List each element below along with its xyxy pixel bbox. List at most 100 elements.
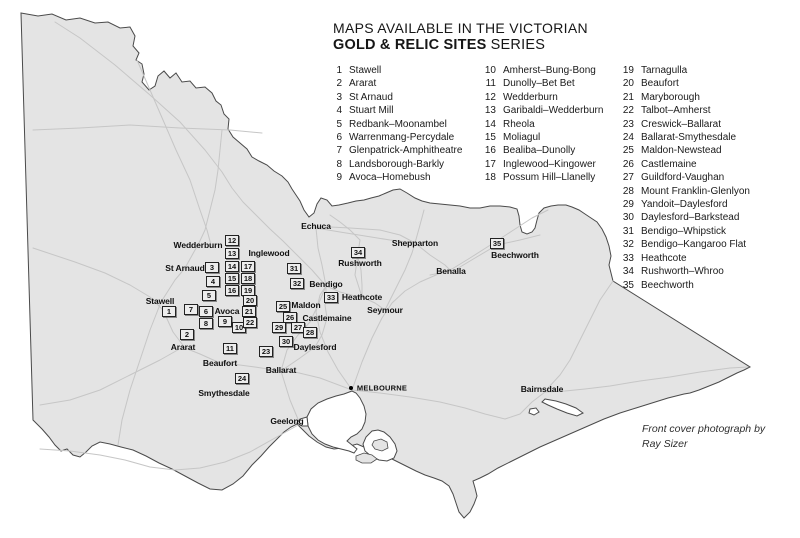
legend-item-label: Amherst–Bung-Bong <box>503 65 596 76</box>
legend-item-label: Possum Hill–Llanelly <box>503 172 596 184</box>
victoria-outline <box>20 12 752 519</box>
town-label-ballarat: Ballarat <box>265 365 297 375</box>
legend-item-number: 9 <box>336 172 342 184</box>
map-box-5: 5 <box>202 290 216 301</box>
map-box-9: 9 <box>218 316 232 327</box>
legend-item-label: Landsborough-Barkly <box>349 158 445 170</box>
legend-column-1: 1 Stawell 2 Ararat 3 St Arnaud 4 Stuart Mill 5 Re… <box>330 64 480 185</box>
gippsland-lakes <box>541 398 584 417</box>
title-series-bold: GOLD & RELIC SITES <box>333 37 487 53</box>
town-label-st-arnaud: St Arnaud <box>165 263 205 273</box>
legend-item-30: 30 Daylesford–Barkstead <box>614 211 784 224</box>
legend-item-33: 33 Heathcote <box>614 252 784 265</box>
legend-item-number: 6 <box>336 132 342 144</box>
corio-bay <box>296 416 309 427</box>
legend-item-label: Daylesford–Barkstead <box>641 212 740 224</box>
legend-item-label: Beechworth <box>641 279 694 291</box>
map-box-35: 35 <box>490 238 504 249</box>
town-label-rushworth: Rushworth <box>338 258 382 268</box>
legend-item-8: 8 Landsborough-Barkly <box>330 158 480 171</box>
legend-item-number: 7 <box>336 145 342 157</box>
legend-item-25: 25 Maldon-Newstead <box>614 144 784 157</box>
legend-item-label: Bendigo–Kangaroo Flat <box>641 239 747 251</box>
legend-item-label: Yandoit–Daylesford <box>641 199 728 211</box>
legend-item-number: 35 <box>622 279 634 291</box>
map-box-28: 28 <box>303 327 317 338</box>
legend-column-2: 10 Amherst–Bung-Bong 11 Dunolly–Bet Bet 12 We… <box>476 64 618 185</box>
map-box-14: 14 <box>225 261 239 272</box>
map-box-26: 26 <box>283 312 297 323</box>
map-box-22: 22 <box>243 317 257 328</box>
map-box-13: 13 <box>225 248 239 259</box>
legend-item-number: 10 <box>484 65 496 76</box>
legend-item-4: 4 Stuart Mill <box>330 104 480 117</box>
map-box-25: 25 <box>276 301 290 312</box>
legend-item-number: 5 <box>336 118 342 130</box>
map-box-11: 11 <box>223 343 237 354</box>
legend-item-number: 24 <box>622 132 634 144</box>
legend-item-32: 32 Bendigo–Kangaroo Flat <box>614 238 784 251</box>
legend-item-23: 23 Creswick–Ballarat <box>614 118 784 131</box>
lake-wellington <box>528 407 540 416</box>
town-label-maldon: Maldon <box>291 300 321 310</box>
phillip-island <box>355 452 378 464</box>
legend-item-label: Garibaldi–Wedderburn <box>503 105 604 117</box>
legend-item-2: 2 Ararat <box>330 77 480 90</box>
legend-item-label: Beaufort <box>641 78 679 90</box>
legend-item-number: 1 <box>336 65 342 76</box>
legend-item-label: Moliagul <box>503 132 541 144</box>
map-box-12: 12 <box>225 235 239 246</box>
legend-item-35: 35 Beechworth <box>614 279 784 292</box>
legend-item-label: Maldon-Newstead <box>641 145 722 157</box>
legend-item-17: 17 Inglewood–Kingower <box>476 158 618 171</box>
legend-item-number: 27 <box>622 172 634 184</box>
map-box-17: 17 <box>241 261 255 272</box>
map-box-8: 8 <box>199 318 213 329</box>
photo-credit: Front cover photograph by Ray Sizer <box>642 422 765 451</box>
legend-item-34: 34 Rushworth–Whroo <box>614 265 784 278</box>
legend-item-label: Inglewood–Kingower <box>503 158 596 170</box>
legend-item-22: 22 Talbot–Amherst <box>614 104 784 117</box>
map-box-34: 34 <box>351 247 365 258</box>
legend-item-label: Tarnagulla <box>641 65 688 76</box>
legend-item-number: 32 <box>622 239 634 251</box>
legend-item-label: Castlemaine <box>641 158 697 170</box>
roads <box>32 21 749 471</box>
map-box-16: 16 <box>225 285 239 296</box>
map-box-21: 21 <box>242 306 256 317</box>
town-label-bendigo: Bendigo <box>309 279 343 289</box>
map-box-33: 33 <box>324 292 338 303</box>
legend-item-12: 12 Wedderburn <box>476 91 618 104</box>
town-label-inglewood: Inglewood <box>248 248 290 258</box>
melbourne-dot <box>349 386 353 390</box>
legend-item-number: 12 <box>484 91 496 103</box>
legend-item-7: 7 Glenpatrick-Amphitheatre <box>330 144 480 157</box>
legend-item-number: 8 <box>336 158 342 170</box>
title-line-1: MAPS AVAILABLE IN THE VICTORIAN <box>333 20 588 36</box>
photo-credit-line-2: Ray Sizer <box>642 437 688 450</box>
town-label-melbourne: MELBOURNE <box>356 383 408 393</box>
legend-item-number: 25 <box>622 145 634 157</box>
photo-credit-line-1: Front cover photograph by <box>642 423 766 435</box>
legend-item-label: St Arnaud <box>349 91 393 103</box>
legend-item-number: 34 <box>622 266 634 278</box>
legend-item-label: Bealiba–Dunolly <box>503 145 576 157</box>
legend-item-number: 14 <box>484 118 496 130</box>
legend-item-1: 1 Stawell <box>330 64 480 77</box>
town-label-stawell: Stawell <box>145 296 175 306</box>
town-label-beaufort: Beaufort <box>202 358 238 368</box>
page-title: MAPS AVAILABLE IN THE VICTORIAN GOLD & R… <box>333 20 588 54</box>
legend-item-number: 11 <box>485 78 496 90</box>
legend-item-29: 29 Yandoit–Daylesford <box>614 198 784 211</box>
french-island <box>371 438 389 452</box>
town-label-bairnsdale: Bairnsdale <box>520 384 564 394</box>
legend-item-13: 13 Garibaldi–Wedderburn <box>476 104 618 117</box>
legend-item-number: 15 <box>484 132 496 144</box>
legend-item-label: Mount Franklin-Glenlyon <box>641 185 750 197</box>
legend-item-number: 28 <box>622 185 634 197</box>
title-series-rest: SERIES <box>486 37 546 53</box>
legend-item-number: 13 <box>484 105 496 117</box>
legend-item-number: 30 <box>622 212 634 224</box>
legend-item-label: Redbank–Moonambel <box>349 118 447 130</box>
